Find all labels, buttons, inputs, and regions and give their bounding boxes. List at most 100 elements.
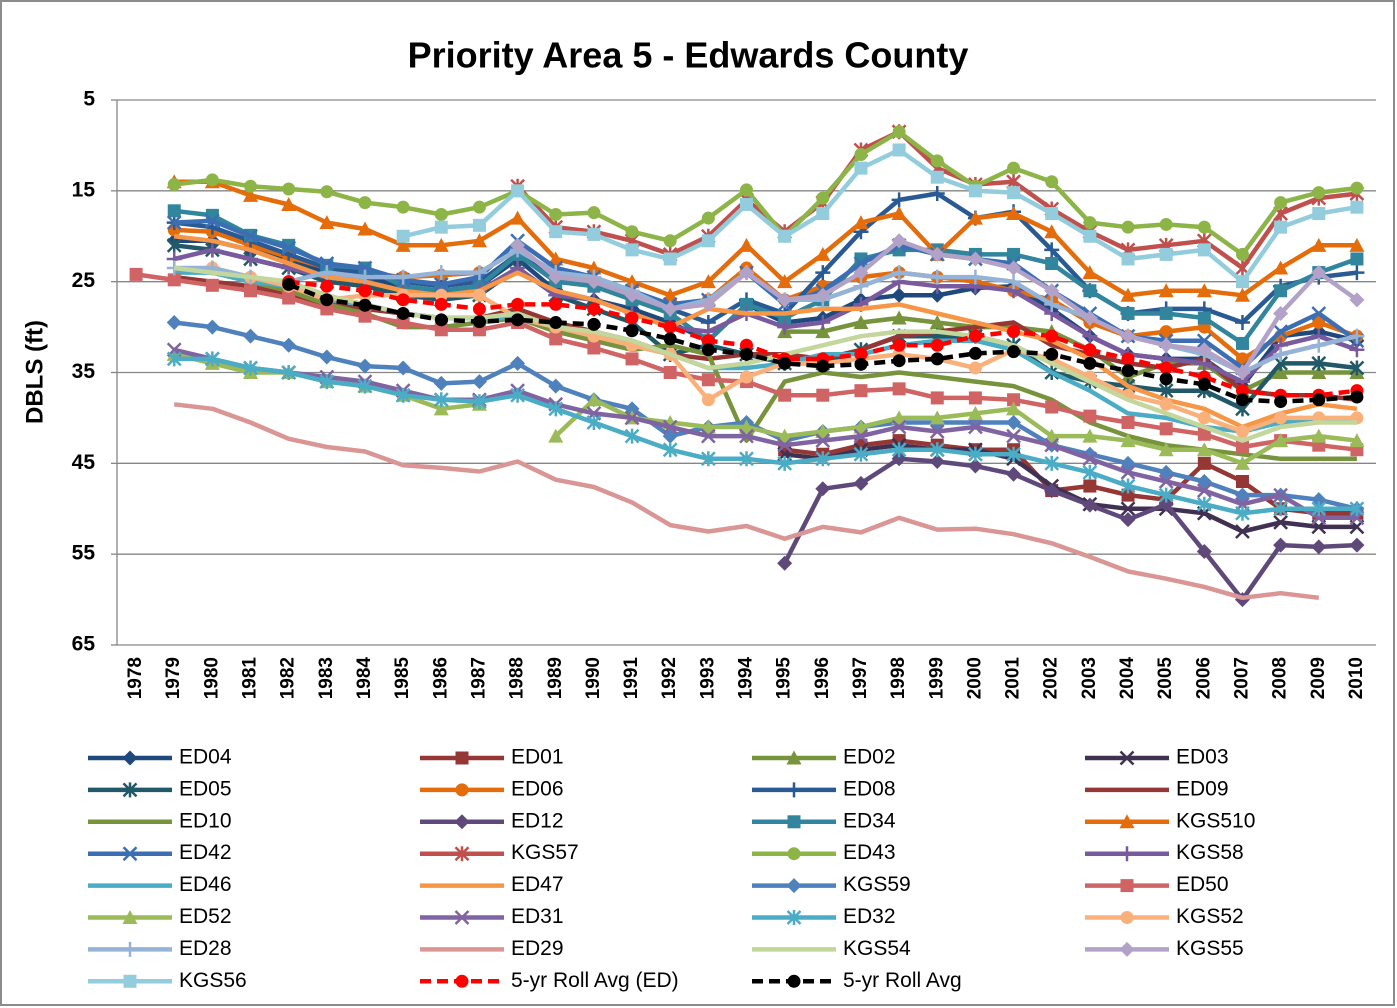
- data-point: [1158, 442, 1174, 457]
- legend-label: ED05: [179, 777, 232, 800]
- data-point: [586, 392, 602, 407]
- legend-label: KGS55: [1176, 937, 1244, 960]
- legend-label: ED10: [179, 809, 232, 832]
- data-point: [1349, 237, 1365, 252]
- data-point: [663, 234, 677, 248]
- data-point: [625, 352, 639, 366]
- data-point: [968, 446, 983, 462]
- data-point: [701, 234, 715, 248]
- data-point: [624, 274, 640, 289]
- data-point: [624, 410, 640, 426]
- legend-label: KGS52: [1176, 905, 1244, 928]
- data-point: [1235, 505, 1250, 521]
- data-point: [320, 302, 334, 316]
- x-tick-label: 1987: [468, 657, 489, 699]
- data-point: [1350, 252, 1364, 266]
- series-line: [288, 279, 1358, 398]
- legend-marker: [1120, 911, 1134, 924]
- data-point: [548, 251, 564, 266]
- x-tick-label: 1989: [545, 657, 566, 699]
- data-point: [1196, 442, 1212, 457]
- data-point: [1234, 455, 1250, 470]
- data-point: [396, 306, 410, 320]
- data-point: [1007, 161, 1021, 175]
- data-point: [1350, 181, 1364, 195]
- data-point: [1158, 487, 1174, 503]
- data-point: [1007, 345, 1021, 359]
- data-point: [1121, 252, 1135, 266]
- x-tick-label: 2004: [1117, 657, 1138, 700]
- series-line: [173, 234, 1358, 430]
- x-tick-label: 2000: [964, 657, 985, 699]
- data-point: [281, 337, 297, 353]
- data-point: [1082, 265, 1098, 280]
- data-point: [434, 207, 448, 221]
- data-point: [815, 287, 831, 303]
- data-point: [1044, 483, 1060, 499]
- x-tick-label: 1991: [621, 657, 642, 700]
- data-point: [357, 260, 373, 276]
- data-point: [777, 274, 793, 289]
- data-point: [319, 265, 335, 281]
- data-point: [700, 428, 716, 444]
- data-point: [1121, 306, 1135, 320]
- data-point: [1159, 247, 1173, 261]
- data-point: [929, 442, 945, 458]
- data-point: [740, 370, 753, 384]
- data-point: [511, 184, 525, 198]
- data-point: [967, 458, 983, 474]
- data-point: [1007, 186, 1021, 200]
- legend-marker: [1119, 814, 1135, 829]
- data-point: [1197, 456, 1211, 470]
- data-point: [892, 143, 906, 157]
- legend-marker: [454, 814, 470, 830]
- data-point: [853, 265, 869, 281]
- data-point: [892, 382, 906, 396]
- data-point: [967, 251, 983, 267]
- legend-label: ED29: [511, 937, 564, 960]
- data-point: [778, 229, 792, 243]
- legend-label: ED02: [843, 746, 896, 769]
- series-line: [173, 402, 1320, 601]
- legend-label: ED47: [511, 873, 564, 896]
- legend-label: ED46: [179, 873, 232, 896]
- data-point: [1197, 243, 1211, 257]
- data-point: [1235, 393, 1249, 407]
- data-point: [395, 237, 411, 252]
- data-point: [472, 288, 486, 302]
- data-point: [1349, 433, 1365, 448]
- data-point: [1044, 224, 1060, 239]
- data-point: [1197, 220, 1211, 234]
- data-point: [663, 366, 677, 379]
- legend-label: 5-yr Roll Avg (ED): [511, 969, 679, 992]
- data-point: [967, 269, 983, 285]
- y-tick-label: 55: [72, 542, 96, 565]
- x-tick-label: 1986: [430, 657, 451, 699]
- data-point: [1045, 257, 1059, 270]
- data-point: [1044, 242, 1060, 258]
- data-point: [1197, 311, 1211, 325]
- data-point: [319, 215, 335, 230]
- data-point: [320, 293, 334, 307]
- data-point: [624, 287, 640, 303]
- data-point: [1159, 217, 1173, 231]
- data-point: [357, 358, 373, 374]
- data-point: [777, 428, 793, 443]
- data-point: [1044, 283, 1060, 299]
- data-point: [1120, 287, 1136, 302]
- legend-label: KGS59: [843, 873, 911, 896]
- data-point: [853, 475, 869, 491]
- data-point: [549, 207, 563, 221]
- data-point: [854, 148, 868, 161]
- data-point: [166, 237, 182, 253]
- data-point: [663, 252, 677, 266]
- legend-label: ED28: [179, 937, 232, 960]
- data-point: [1235, 425, 1249, 439]
- data-point: [1007, 247, 1021, 261]
- data-point: [968, 391, 982, 405]
- y-tick-label: 15: [72, 178, 96, 201]
- legend-label: ED50: [1176, 873, 1229, 896]
- data-point: [1235, 384, 1249, 398]
- data-point: [587, 341, 601, 355]
